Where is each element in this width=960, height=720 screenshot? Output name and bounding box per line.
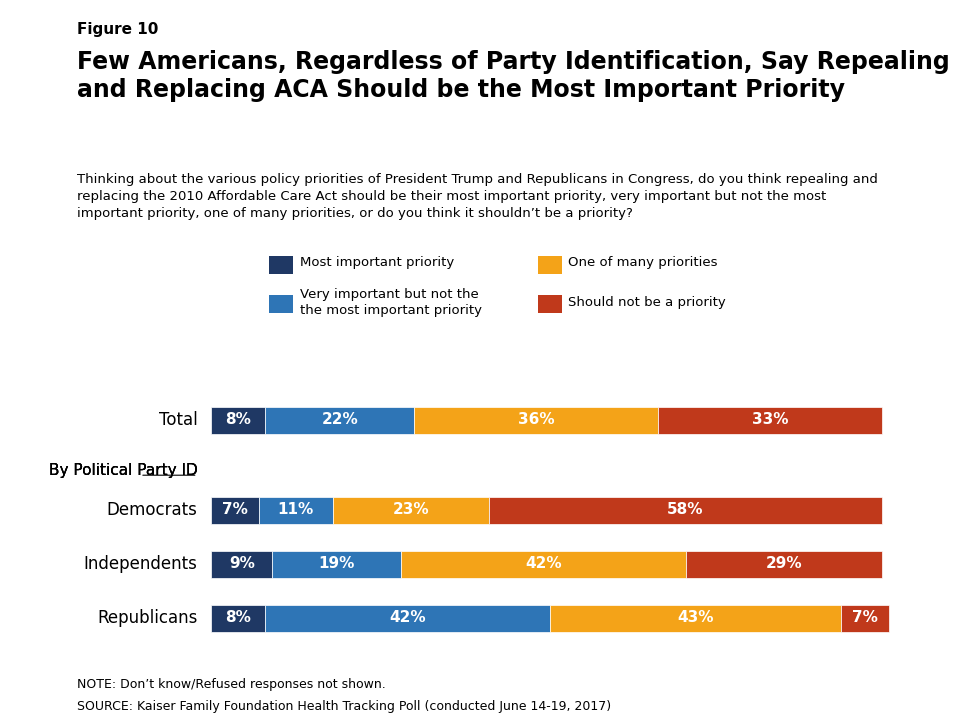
Text: Very important but not the
the most important priority: Very important but not the the most impo… (300, 288, 482, 317)
Text: Democrats: Democrats (107, 501, 198, 519)
Text: Few Americans, Regardless of Party Identification, Say Repealing
and Replacing A: Few Americans, Regardless of Party Ident… (77, 50, 949, 102)
Bar (265, 605, 550, 631)
Text: NOTE: Don’t know/Refused responses not shown.: NOTE: Don’t know/Refused responses not s… (77, 678, 386, 691)
Text: 11%: 11% (277, 503, 314, 518)
Text: SOURCE: Kaiser Family Foundation Health Tracking Poll (conducted June 14-19, 201: SOURCE: Kaiser Family Foundation Health … (77, 700, 611, 713)
Bar (550, 605, 841, 631)
Text: 29%: 29% (765, 557, 803, 572)
Text: 7%: 7% (852, 611, 878, 626)
Text: One of many priorities: One of many priorities (568, 256, 718, 269)
Text: 9%: 9% (228, 557, 254, 572)
Bar (685, 551, 882, 577)
Text: Figure 10: Figure 10 (77, 22, 158, 37)
Bar (211, 407, 265, 433)
Text: 42%: 42% (525, 557, 562, 572)
Text: By Political Party ID: By Political Party ID (49, 464, 198, 479)
Text: Most important priority: Most important priority (300, 256, 454, 269)
Bar (211, 551, 273, 577)
Bar (841, 605, 889, 631)
Bar (415, 407, 659, 433)
Bar (333, 497, 489, 523)
Text: Independents: Independents (84, 555, 198, 573)
Text: 22%: 22% (322, 413, 358, 428)
Bar (211, 605, 265, 631)
Bar (489, 497, 882, 523)
Text: Republicans: Republicans (97, 609, 198, 627)
Text: 23%: 23% (393, 503, 429, 518)
Bar (258, 497, 333, 523)
Bar (659, 407, 882, 433)
Text: Total: Total (159, 411, 198, 429)
Text: 7%: 7% (222, 503, 248, 518)
Bar (273, 551, 401, 577)
Text: 43%: 43% (678, 611, 714, 626)
Bar (401, 551, 685, 577)
Text: 36%: 36% (518, 413, 555, 428)
Text: 42%: 42% (390, 611, 426, 626)
Bar (265, 407, 415, 433)
Text: By Political Party ID: By Political Party ID (49, 464, 198, 479)
Text: 58%: 58% (667, 503, 704, 518)
Text: 19%: 19% (319, 557, 355, 572)
Text: Should not be a priority: Should not be a priority (568, 296, 726, 309)
Text: 8%: 8% (226, 413, 252, 428)
Text: By Political Party ID: By Political Party ID (49, 464, 198, 479)
Text: Thinking about the various policy priorities of President Trump and Republicans : Thinking about the various policy priori… (77, 173, 877, 220)
Text: 8%: 8% (226, 611, 252, 626)
Bar (211, 497, 258, 523)
Text: 33%: 33% (752, 413, 788, 428)
